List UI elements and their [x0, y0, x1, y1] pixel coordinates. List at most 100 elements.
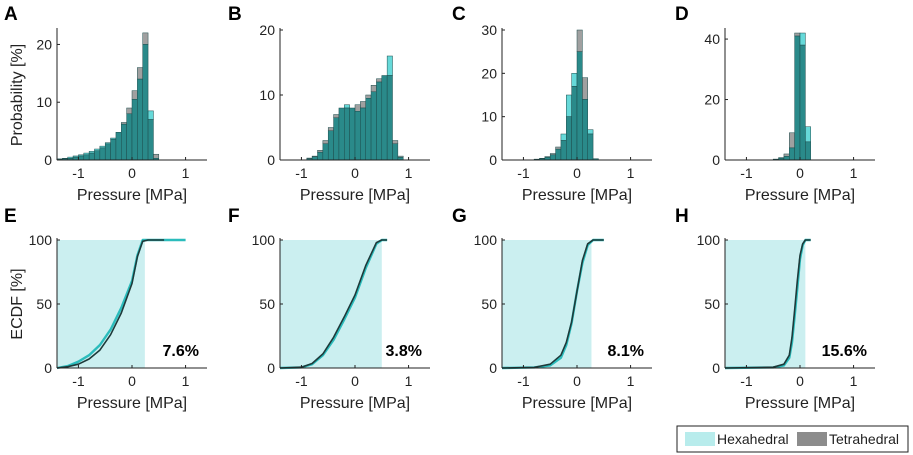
tet-bar-13 — [126, 107, 133, 115]
x-axis-label: Pressure [MPa] — [522, 395, 632, 412]
tet-bar-9 — [327, 127, 334, 131]
y-tick-label: 0 — [489, 152, 497, 168]
tet-bar-12 — [789, 132, 795, 149]
x-axis-label: Pressure [MPa] — [77, 395, 187, 412]
tet-bar-13 — [794, 32, 801, 37]
x-tick-label: -1 — [740, 373, 753, 389]
x-axis-label: Pressure [MPa] — [522, 187, 632, 204]
tet-bar-14 — [354, 104, 361, 112]
overlap-bar-15 — [582, 99, 588, 161]
legend-label-tetrahedral: Tetrahedral — [829, 431, 899, 447]
x-axis-label: Pressure [MPa] — [300, 187, 410, 204]
x-axis-label: Pressure [MPa] — [745, 395, 855, 412]
tet-bar-14 — [131, 90, 138, 100]
overlap-bar-19 — [381, 75, 388, 161]
hex-bar-5 — [83, 152, 90, 156]
tet-bar-17 — [370, 85, 377, 92]
overlap-bar-13 — [349, 107, 356, 161]
tet-bar-15 — [360, 101, 366, 109]
y-tick-label: 30 — [481, 22, 497, 38]
ecdf-shade — [280, 240, 382, 368]
ecdf-annotation: 3.8% — [386, 343, 422, 360]
x-tick-label: -1 — [295, 165, 308, 181]
x-tick-label: -1 — [295, 373, 308, 389]
ecdf-annotation: 15.6% — [822, 343, 867, 360]
overlap-bar-14 — [131, 99, 138, 161]
legend-label-hexahedral: Hexahedral — [717, 431, 789, 447]
y-tick-label: 20 — [259, 22, 275, 38]
tet-ecdf-line — [501, 239, 604, 369]
panel-g: G 8.1% -1 0 1 0 50 100 Pressure [MPa] — [452, 206, 652, 412]
x-tick-label: 0 — [128, 165, 136, 181]
x-tick-label: 0 — [573, 373, 581, 389]
overlap-bar-17 — [370, 91, 377, 161]
tet-ecdf-line — [724, 239, 811, 369]
y-tick-label: 50 — [704, 296, 720, 312]
overlap-bar-15 — [137, 78, 143, 161]
hex-bar-11 — [560, 133, 567, 141]
overlap-bar-11 — [783, 156, 790, 161]
overlap-bar-17 — [147, 119, 154, 161]
y-tick-label: 0 — [712, 152, 720, 168]
y-tick-label: 0 — [712, 360, 720, 376]
ecdf-shade — [725, 240, 806, 368]
y-tick-label: 20 — [481, 65, 497, 81]
overlap-bar-5 — [83, 154, 90, 161]
tet-bar-21 — [392, 140, 399, 144]
overlap-bar-12 — [566, 116, 572, 161]
x-tick-label: 1 — [182, 373, 190, 389]
overlap-bar-13 — [571, 86, 578, 161]
tet-bar-7 — [317, 150, 324, 153]
y-tick-label: 50 — [36, 296, 52, 312]
tet-bar-18 — [376, 78, 383, 83]
overlap-bar-9 — [549, 154, 556, 161]
x-tick-label: 0 — [796, 165, 804, 181]
y-tick-label: 0 — [267, 152, 275, 168]
x-tick-label: 1 — [627, 373, 635, 389]
y-tick-label: 0 — [44, 152, 52, 168]
y-tick-label: 40 — [704, 31, 720, 47]
overlap-bar-10 — [555, 148, 562, 161]
hex-ecdf-line — [56, 238, 186, 370]
y-tick-label: 100 — [252, 232, 276, 248]
hex-bar-8 — [99, 145, 106, 149]
tet-bar-11 — [783, 153, 790, 157]
overlap-bar-8 — [99, 147, 106, 161]
tet-bar-18 — [153, 153, 160, 159]
tet-ecdf-line — [56, 239, 165, 369]
overlap-bar-8 — [322, 143, 329, 161]
hex-bar-14 — [799, 32, 806, 46]
y-tick-label: 100 — [29, 232, 53, 248]
x-tick-label: 0 — [573, 165, 581, 181]
overlap-bar-13 — [126, 113, 133, 161]
y-tick-label: 10 — [36, 94, 52, 110]
overlap-bar-14 — [576, 51, 583, 161]
x-tick-label: 0 — [796, 373, 804, 389]
y-tick-label: 20 — [704, 92, 720, 108]
overlap-bar-16 — [587, 133, 594, 161]
overlap-bar-10 — [110, 138, 117, 161]
panel-h: H 15.6% -1 0 1 0 50 100 Pressure [MPa] — [675, 206, 875, 412]
overlap-bar-11 — [115, 132, 122, 161]
y-tick-label: 20 — [36, 36, 52, 52]
overlap-bar-15 — [805, 141, 811, 161]
x-tick-label: 1 — [182, 165, 190, 181]
hex-bar-7 — [94, 148, 101, 152]
hex-bar-15 — [805, 126, 811, 143]
x-tick-label: 0 — [351, 373, 359, 389]
legend: Hexahedral Tetrahedral — [676, 425, 909, 453]
overlap-bar-10 — [333, 117, 340, 161]
y-tick-label: 100 — [697, 232, 721, 248]
ecdf-shade — [57, 240, 145, 368]
hex-bar-13 — [571, 73, 578, 87]
x-axis-label: Pressure [MPa] — [745, 187, 855, 204]
x-tick-label: -1 — [72, 373, 85, 389]
hex-bar-20 — [386, 55, 393, 76]
tet-bar-15 — [137, 67, 143, 80]
overlap-bar-16 — [142, 44, 149, 161]
overlap-bar-14 — [799, 44, 806, 161]
